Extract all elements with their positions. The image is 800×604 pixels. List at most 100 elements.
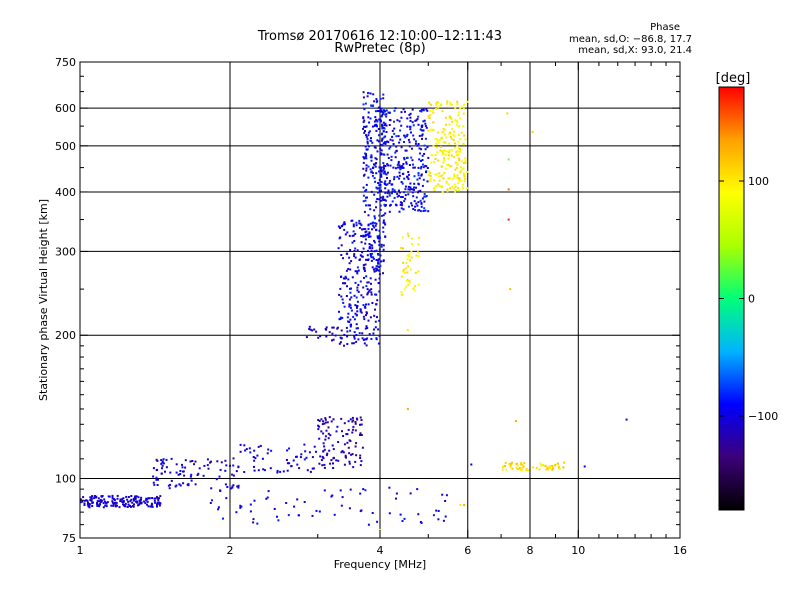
echo-point (355, 454, 358, 457)
echo-point (381, 127, 384, 130)
echo-point (191, 460, 194, 462)
echo-point (158, 497, 160, 500)
echo-point (349, 268, 352, 271)
echo-point (136, 500, 139, 503)
echo-point (377, 187, 380, 190)
echo-point (229, 464, 231, 467)
echo-point (215, 478, 218, 481)
echo-point (388, 210, 391, 213)
echo-point (296, 463, 299, 466)
echo-point (379, 254, 382, 257)
echo-point (329, 462, 332, 465)
echo-point (456, 103, 459, 106)
echo-point (360, 419, 363, 421)
echo-point (385, 115, 388, 118)
echo-point (361, 446, 364, 449)
echo-point (91, 495, 94, 498)
echo-point (359, 432, 362, 435)
echo-point (458, 148, 461, 150)
echo-point (366, 254, 369, 257)
echo-point (448, 177, 451, 179)
echo-point (83, 502, 86, 505)
echo-point (375, 158, 378, 161)
echo-point (413, 182, 416, 185)
echo-point (231, 485, 234, 488)
echo-point (417, 201, 420, 204)
echo-point (369, 204, 371, 207)
echo-point (164, 470, 166, 473)
echo-point (466, 100, 469, 103)
echo-point (207, 467, 210, 470)
echo-point (160, 462, 163, 465)
echo-point (362, 96, 365, 99)
echo-point (422, 163, 424, 166)
echo-point (365, 148, 368, 151)
echo-point (105, 505, 108, 508)
echo-point (438, 172, 441, 175)
echo-point (449, 103, 452, 106)
echo-point (189, 460, 192, 463)
echo-point (448, 151, 451, 154)
echo-point (324, 435, 327, 438)
echo-point (156, 503, 158, 506)
echo-point (463, 180, 466, 183)
x-tick-label: 16 (673, 544, 687, 557)
echo-point (90, 499, 93, 502)
echo-point (161, 461, 164, 464)
echo-point (152, 475, 155, 478)
echo-point (437, 175, 440, 178)
echo-point (101, 499, 103, 502)
echo-point (169, 483, 172, 486)
echo-point (417, 236, 420, 239)
echo-point (352, 315, 355, 318)
echo-point (453, 130, 456, 133)
echo-point (98, 500, 101, 503)
echo-point (137, 496, 140, 499)
echo-point (420, 174, 423, 177)
echo-point (340, 244, 343, 247)
echo-point (437, 183, 440, 186)
echo-point (371, 228, 373, 231)
echo-point (353, 318, 356, 321)
echo-point (402, 261, 405, 264)
echo-point (377, 258, 380, 261)
echo-point (239, 450, 242, 453)
echo-point (145, 499, 148, 502)
echo-point (349, 287, 352, 290)
echo-point (399, 246, 402, 249)
echo-point (362, 186, 365, 189)
echo-point (320, 430, 323, 433)
echo-point (371, 174, 374, 177)
echo-point (553, 464, 556, 467)
echo-point (131, 504, 134, 507)
echo-point (365, 258, 367, 261)
echo-point (383, 109, 385, 112)
echo-point (376, 316, 378, 319)
echo-point (323, 448, 326, 451)
echo-point (434, 138, 437, 140)
echo-point (383, 203, 386, 206)
echo-point (379, 264, 382, 267)
echo-point (361, 337, 364, 340)
echo-point (373, 100, 376, 103)
echo-point (392, 143, 395, 145)
echo-point (444, 154, 447, 157)
echo-point (90, 496, 93, 499)
echo-point (379, 236, 381, 239)
echo-point (384, 113, 387, 116)
echo-point (502, 465, 505, 468)
echo-point (257, 445, 260, 448)
echo-point (442, 161, 445, 164)
echo-point (327, 437, 330, 440)
echo-point (380, 166, 383, 169)
echo-point (403, 141, 405, 143)
echo-point (379, 97, 382, 100)
echo-point (402, 163, 405, 165)
echo-point (376, 235, 379, 238)
echo-point (340, 451, 343, 454)
echo-point (434, 157, 437, 160)
echo-point (362, 234, 365, 237)
echo-point (140, 498, 142, 501)
echo-point (79, 498, 82, 501)
echo-point (454, 190, 457, 193)
